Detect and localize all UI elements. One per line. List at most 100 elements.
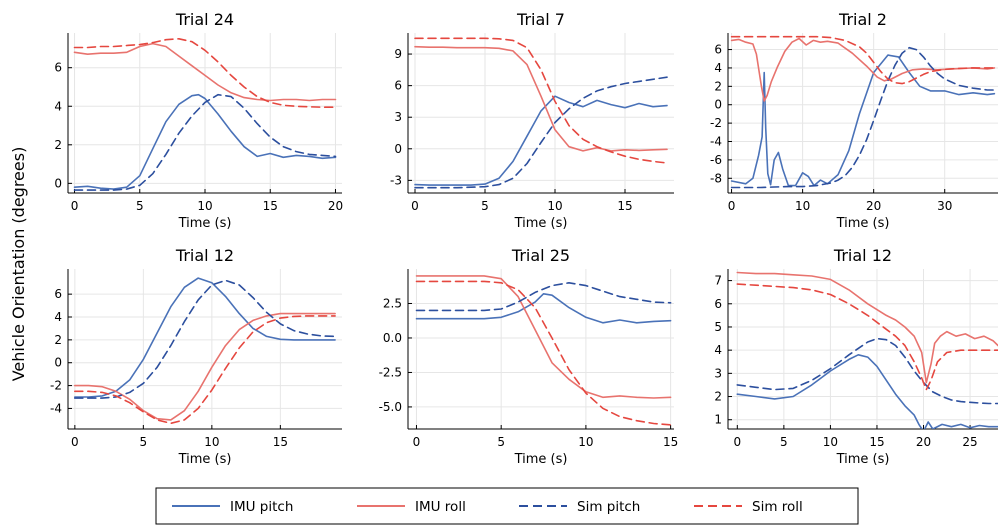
series-line-sim-roll xyxy=(73,37,337,108)
series-line-imu-roll xyxy=(414,45,668,152)
y-tick-label: -4 xyxy=(50,401,62,415)
x-tick-label: 15 xyxy=(617,199,632,213)
y-tick-label: -2 xyxy=(710,116,722,130)
series-group xyxy=(736,271,998,429)
subplot-title: Trial 12 xyxy=(833,246,892,265)
series-line-imu-roll xyxy=(415,275,672,399)
series-line-imu-pitch xyxy=(73,93,337,190)
legend: IMU pitch IMU roll Sim pitch Sim roll xyxy=(155,487,859,525)
legend-label: Sim pitch xyxy=(577,499,640,515)
y-tick-label: 0 xyxy=(394,142,402,156)
x-tick-label: 15 xyxy=(263,199,278,213)
x-tick-label: 10 xyxy=(823,435,838,449)
series-line-sim-pitch xyxy=(730,46,996,189)
x-tick-label: 0 xyxy=(411,199,419,213)
y-tick-label: 3 xyxy=(714,366,722,380)
x-tick-label: 10 xyxy=(547,199,562,213)
subplot-3: 0 10 20 30 -8 -6 -4 -2 0 2 4 6 Trial 2 Time (s) xyxy=(710,10,998,231)
x-tick-label: 20 xyxy=(328,199,343,213)
series-line-sim-roll xyxy=(730,35,996,85)
series-line-sim-roll xyxy=(414,37,668,164)
series-group xyxy=(415,275,672,426)
y-tick-label: 9 xyxy=(394,47,402,61)
subplot-6: 0 5 10 15 20 25 1 2 3 4 5 6 7 Trial 12 Time (s) xyxy=(714,246,998,467)
subplot-2: 0 5 10 15 -3 0 3 6 9 Trial 7 Time (s) xyxy=(390,10,674,231)
series-line-imu-roll xyxy=(73,42,337,102)
y-tick-label: 6 xyxy=(54,61,62,75)
y-tick-label: 2 xyxy=(54,138,62,152)
x-tick-label: 5 xyxy=(136,199,144,213)
series-group xyxy=(74,277,336,425)
y-tick-label: 4 xyxy=(54,310,62,324)
y-tick-label: -4 xyxy=(710,135,722,149)
x-axis-label: Time (s) xyxy=(178,452,232,467)
series-line-imu-pitch xyxy=(736,353,998,429)
subplot-title: Trial 2 xyxy=(838,10,887,29)
x-tick-label: 5 xyxy=(780,435,788,449)
legend-label: IMU roll xyxy=(415,499,466,515)
series-line-sim-pitch xyxy=(415,281,672,312)
series-line-imu-roll xyxy=(74,312,336,421)
subplot-1: 0 5 10 15 20 0 2 4 6 Trial 24 Time (s) xyxy=(54,10,343,231)
x-tick-label: 5 xyxy=(481,199,489,213)
y-tick-label: 4 xyxy=(714,61,722,75)
y-tick-label: -2 xyxy=(50,379,62,393)
series-group xyxy=(730,35,996,189)
x-tick-label: 0 xyxy=(733,435,741,449)
series-line-imu-pitch xyxy=(730,54,996,187)
series-line-imu-roll xyxy=(730,37,996,102)
y-tick-label: -6 xyxy=(710,153,722,167)
figure-ylabel: Vehicle Orientation (degrees) xyxy=(9,147,28,382)
x-tick-label: 0 xyxy=(71,435,79,449)
y-tick-label: 2.5 xyxy=(383,296,402,310)
x-tick-label: 5 xyxy=(140,435,148,449)
y-tick-label: 0 xyxy=(714,98,722,112)
legend-label: IMU pitch xyxy=(230,499,293,515)
y-tick-label: -8 xyxy=(710,171,722,185)
y-tick-label: 7 xyxy=(714,274,722,288)
y-tick-label: 3 xyxy=(394,110,402,124)
y-tick-label: 6 xyxy=(714,43,722,57)
x-tick-label: 15 xyxy=(273,435,288,449)
series-line-sim-roll xyxy=(74,315,336,425)
y-tick-label: -2.5 xyxy=(379,365,402,379)
x-tick-label: 5 xyxy=(497,435,505,449)
subplot-4: 0 5 10 15 -4 -2 0 2 4 6 Trial 12 Time (s) xyxy=(50,246,342,467)
y-tick-label: 6 xyxy=(714,297,722,311)
y-tick-label: 1 xyxy=(714,413,722,427)
y-tick-label: 0 xyxy=(54,176,62,190)
x-tick-label: 30 xyxy=(937,199,952,213)
x-tick-label: 25 xyxy=(962,435,977,449)
y-tick-label: -3 xyxy=(390,173,402,187)
y-tick-label: 4 xyxy=(714,343,722,357)
subplot-title: Trial 25 xyxy=(511,246,570,265)
subplot-5: 0 5 10 15 -5.0 -2.5 0.0 2.5 Trial 25 Time (s) xyxy=(379,246,679,467)
series-group xyxy=(414,37,668,189)
series-line-imu-pitch xyxy=(415,292,672,324)
legend-frame xyxy=(155,487,859,525)
x-tick-label: 20 xyxy=(866,199,881,213)
x-tick-label: 10 xyxy=(197,199,212,213)
x-tick-label: 0 xyxy=(413,435,421,449)
y-tick-label: 0.0 xyxy=(383,331,402,345)
series-line-imu-roll xyxy=(736,271,998,384)
x-tick-label: 15 xyxy=(663,435,678,449)
x-tick-label: 0 xyxy=(71,199,79,213)
series-line-sim-roll xyxy=(415,280,672,426)
x-axis-label: Time (s) xyxy=(178,216,232,231)
y-tick-label: 2 xyxy=(714,79,722,93)
x-tick-label: 10 xyxy=(204,435,219,449)
subplot-title: Trial 24 xyxy=(175,10,234,29)
x-axis-label: Time (s) xyxy=(514,452,568,467)
y-tick-label: 0 xyxy=(54,356,62,370)
x-tick-label: 10 xyxy=(578,435,593,449)
legend-label: Sim roll xyxy=(752,499,803,515)
y-tick-label: -5.0 xyxy=(379,400,402,414)
y-tick-label: 6 xyxy=(394,79,402,93)
series-line-sim-pitch xyxy=(736,337,998,405)
series-group xyxy=(73,37,337,191)
series-line-imu-pitch xyxy=(414,95,668,186)
x-axis-label: Time (s) xyxy=(836,216,890,231)
subplot-title: Trial 7 xyxy=(516,10,565,29)
